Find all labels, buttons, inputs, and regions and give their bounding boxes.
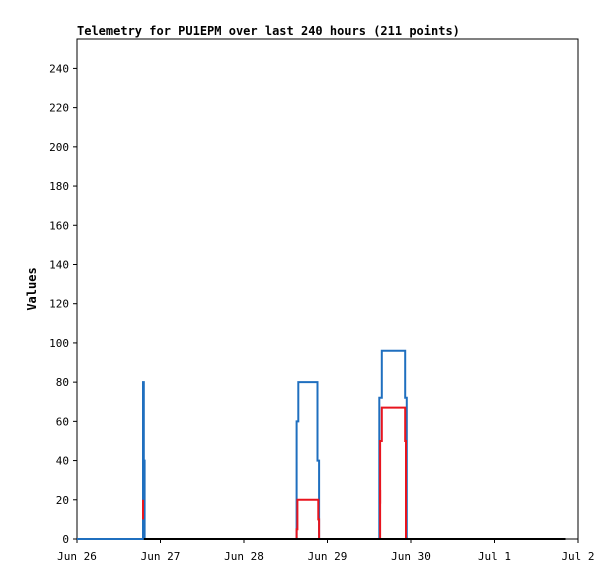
y-tick-label: 220 xyxy=(49,102,69,115)
y-tick-label: 160 xyxy=(49,219,69,232)
y-tick-label: 240 xyxy=(49,62,69,75)
x-tick-label: Jun 27 xyxy=(141,550,181,563)
x-tick-label: Jul 1 xyxy=(478,550,511,563)
y-tick-label: 140 xyxy=(49,258,69,271)
y-tick-label: 40 xyxy=(56,455,69,468)
y-tick-label: 180 xyxy=(49,180,69,193)
y-tick-label: 60 xyxy=(56,415,69,428)
x-tick-label: Jun 29 xyxy=(308,550,348,563)
y-axis: 0 20 40 60 80 100 120 140 160 180 200 220 240 xyxy=(49,62,77,546)
y-tick-label: 0 xyxy=(62,533,69,546)
y-tick-label: 120 xyxy=(49,298,69,311)
y-tick-label: 200 xyxy=(49,141,69,154)
series-line-1 xyxy=(295,406,407,540)
series-line-0 xyxy=(77,349,566,540)
y-tick-label: 80 xyxy=(56,376,69,389)
x-axis: Jun 26 Jun 27 Jun 28 Jun 29 Jun 30 Jul 1 Jul 2 xyxy=(57,539,595,563)
series-layer xyxy=(77,349,566,540)
y-tick-label: 20 xyxy=(56,494,69,507)
x-tick-label: Jun 28 xyxy=(224,550,264,563)
x-tick-label: Jun 30 xyxy=(391,550,431,563)
y-axis-label: Values xyxy=(25,267,39,310)
x-tick-label: Jul 2 xyxy=(561,550,594,563)
x-tick-label: Jun 26 xyxy=(57,550,97,563)
chart-title: Telemetry for PU1EPM over last 240 hours… xyxy=(77,24,460,38)
plot-frame xyxy=(76,38,579,540)
y-tick-label: 100 xyxy=(49,337,69,350)
